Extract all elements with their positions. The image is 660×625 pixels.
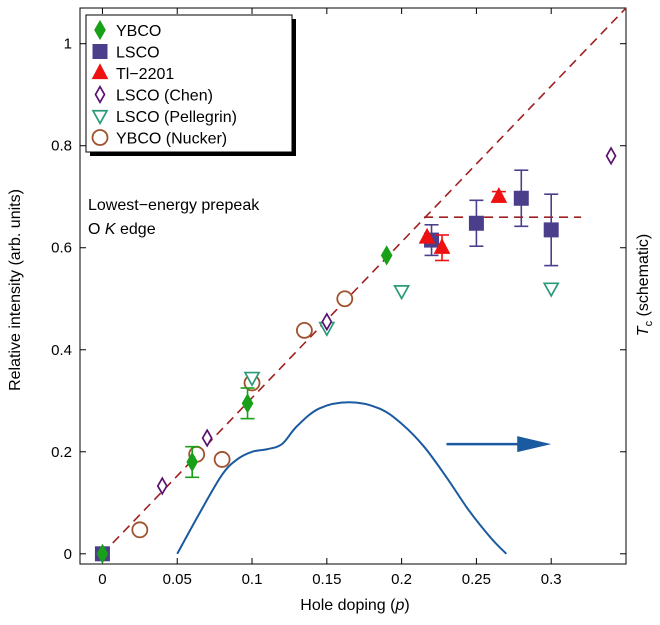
x-tick-label: 0.05 <box>163 571 192 588</box>
legend-marker <box>91 109 109 126</box>
data-point <box>295 321 313 339</box>
data-point <box>321 312 333 332</box>
legend-label: Tl−2201 <box>116 66 174 83</box>
data-point <box>393 285 411 301</box>
data-point <box>542 282 560 298</box>
x-tick-label: 0.25 <box>462 571 491 588</box>
right-axis-label: Tc (schematic) <box>635 234 655 336</box>
legend-marker <box>92 44 108 59</box>
x-axis-label: Hole doping (p) <box>300 597 409 614</box>
legend-marker <box>94 19 106 41</box>
y-tick-label: 0.2 <box>51 444 72 461</box>
legend: YBCO LSCO Tl−2201 LSCO (Chen) LSCO (Pellegri… <box>85 14 296 156</box>
x-tick-label: 0.2 <box>391 571 412 588</box>
data-point <box>418 227 436 244</box>
y-tick-label: 0 <box>64 546 72 563</box>
tc-arrow-head <box>517 436 552 453</box>
legend-label: LSCO (Chen) <box>116 88 213 105</box>
x-tick-label: 0.3 <box>541 571 562 588</box>
y-axis-label: Relative intensity (arb. units) <box>7 189 24 391</box>
data-point <box>131 521 149 539</box>
data-point <box>336 290 354 308</box>
data-point <box>201 428 213 448</box>
legend-marker <box>91 129 109 146</box>
x-tick-label: 0.1 <box>242 571 263 588</box>
data-point <box>243 371 261 387</box>
data-point <box>468 215 484 231</box>
data-point <box>513 190 529 206</box>
data-point <box>380 245 393 266</box>
data-point <box>96 543 109 564</box>
data-point <box>241 393 254 414</box>
annotation-line-2: O K edge <box>88 221 156 238</box>
data-point <box>433 238 451 254</box>
y-tick-label: 0.4 <box>51 342 72 359</box>
data-point <box>490 187 508 203</box>
legend-label: YBCO <box>116 23 161 40</box>
x-tick-label: 0 <box>98 571 106 588</box>
data-point <box>186 451 199 473</box>
legend-marker <box>91 63 109 80</box>
data-point <box>156 476 168 496</box>
y-tick-label: 0.8 <box>51 138 72 155</box>
data-point <box>213 451 231 468</box>
y-tick-label: 1 <box>64 36 72 53</box>
legend-label: LSCO <box>116 45 160 62</box>
legend-label: YBCO (Nucker) <box>116 131 227 148</box>
data-point <box>543 222 559 238</box>
legend-marker <box>94 84 106 105</box>
legend-box <box>85 14 293 153</box>
plot-frame <box>79 7 627 565</box>
legend-label: LSCO (Pellegrin) <box>116 109 237 126</box>
x-tick-label: 0.15 <box>312 571 341 588</box>
annotation-line-1: Lowest−energy prepeak <box>88 197 260 214</box>
y-tick-label: 0.6 <box>51 240 72 257</box>
tc-schematic-curve <box>176 401 508 555</box>
data-point <box>605 146 617 166</box>
